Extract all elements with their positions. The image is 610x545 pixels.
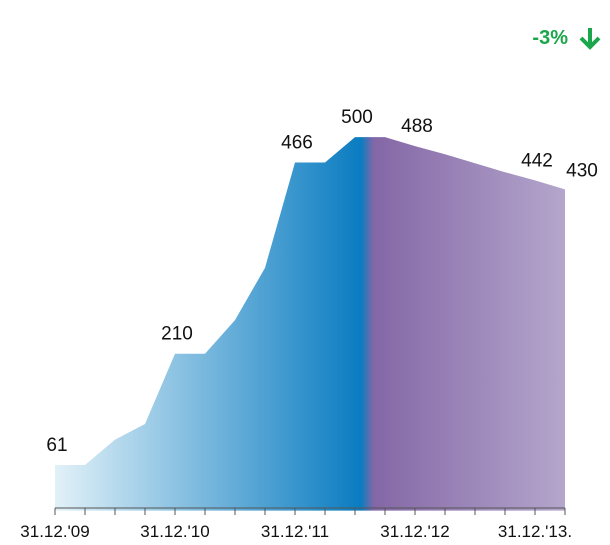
data-label: 442 <box>521 150 553 171</box>
change-annotation: -3% <box>532 27 568 49</box>
data-label: 61 <box>46 435 67 456</box>
data-label: 488 <box>401 116 433 137</box>
data-label: 430 <box>566 160 598 181</box>
x-tick-label: 31.12.'13. <box>498 522 572 541</box>
x-tick-label: 31.12.'10 <box>140 522 209 541</box>
x-tick-label: 31.12.'12 <box>380 522 449 541</box>
data-label: 210 <box>161 324 193 345</box>
down-arrow <box>579 28 601 50</box>
data-label: 466 <box>281 132 313 153</box>
x-tick-label: 31.12.'09 <box>20 522 89 541</box>
data-label: 500 <box>341 107 373 128</box>
area <box>55 137 565 511</box>
x-tick-label: 31.12.'11 <box>261 522 329 541</box>
